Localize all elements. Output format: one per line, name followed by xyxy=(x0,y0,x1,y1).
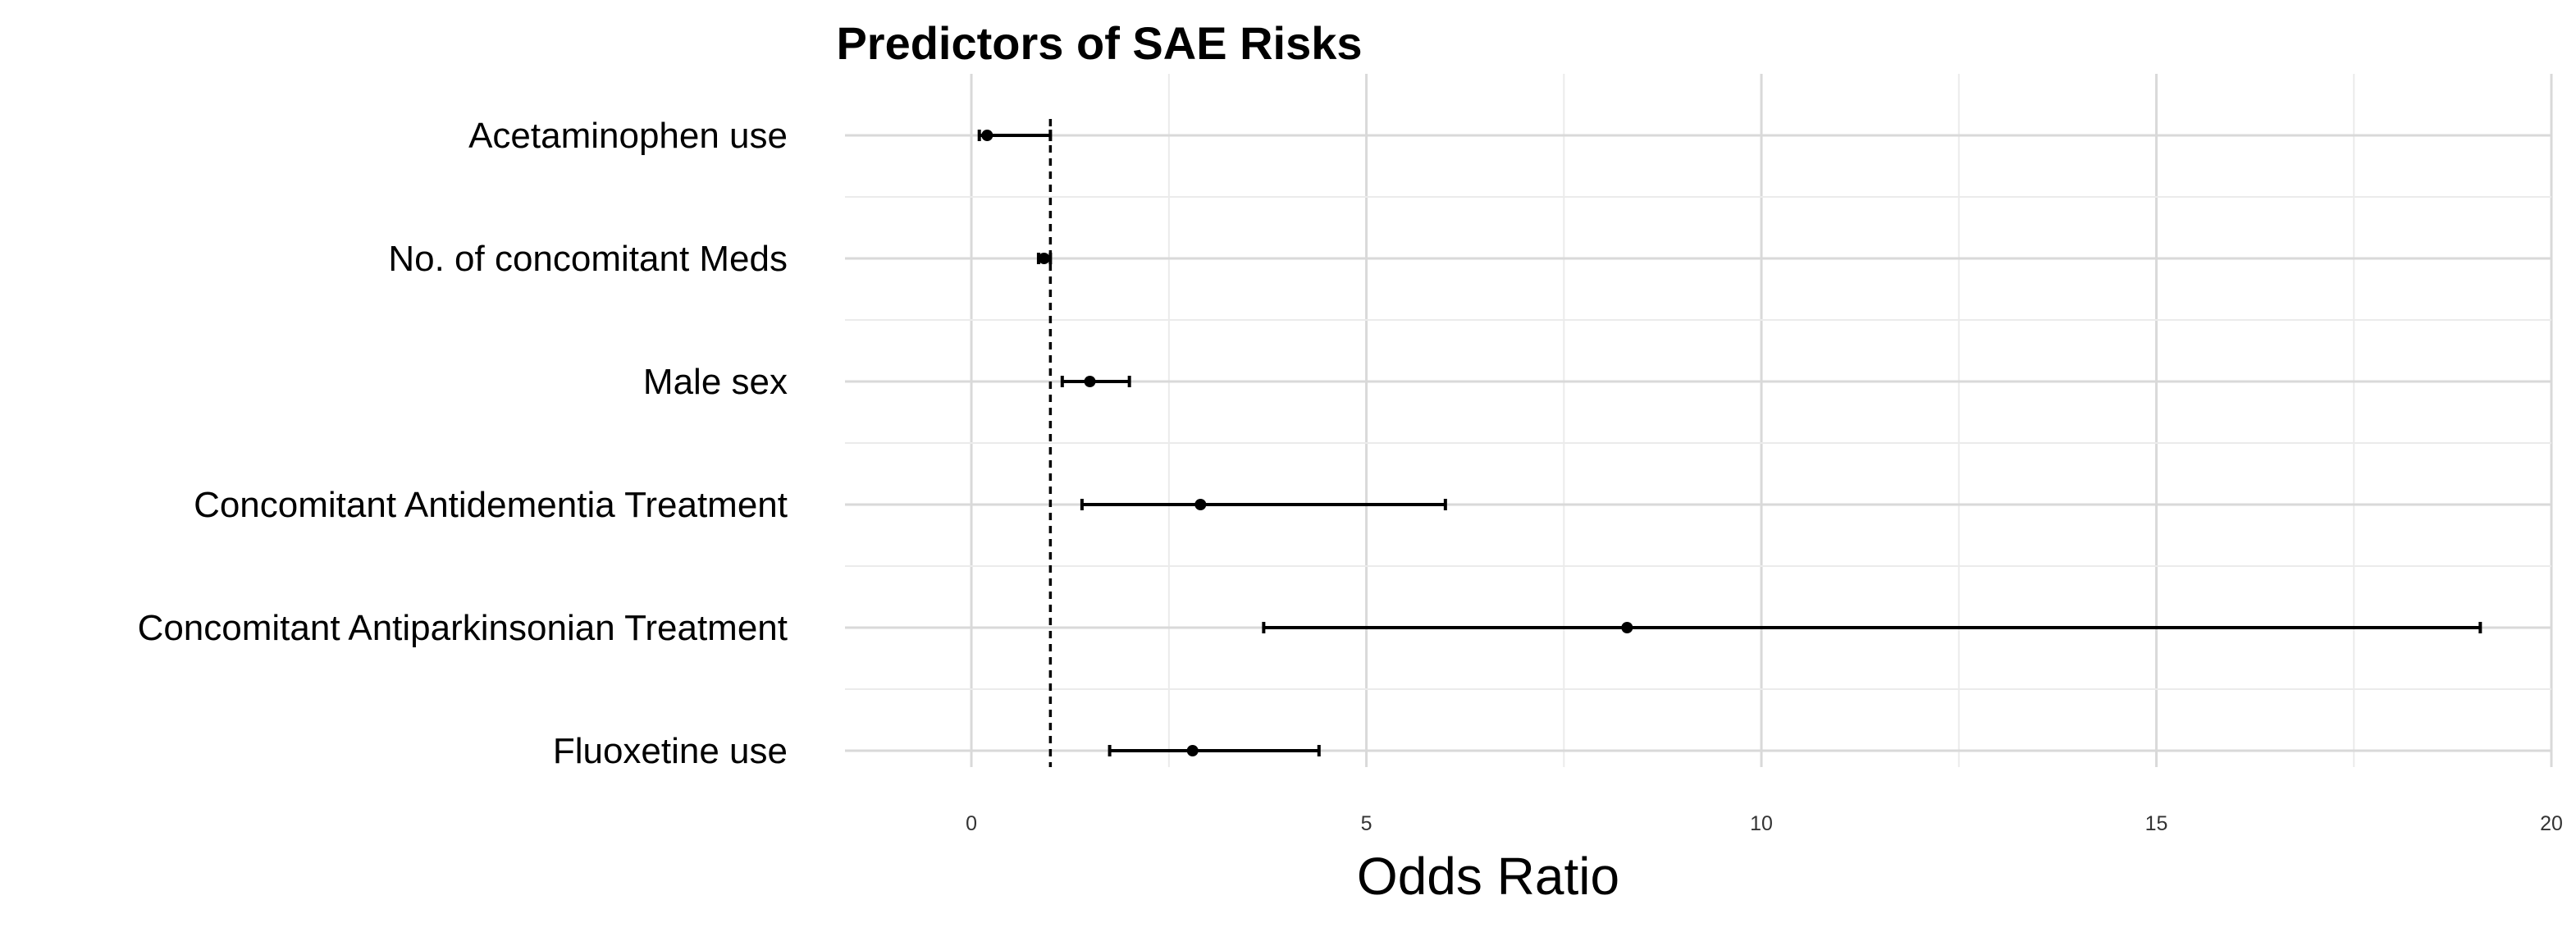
category-label: Acetaminophen use xyxy=(468,116,788,156)
x-tick-label: 10 xyxy=(1750,812,1773,835)
x-axis-title: Odds Ratio xyxy=(1357,847,1619,906)
category-label: Fluoxetine use xyxy=(553,731,788,771)
estimate-point xyxy=(1194,499,1207,510)
chart-title: Predictors of SAE Risks xyxy=(836,17,1362,69)
category-label: Concomitant Antidementia Treatment xyxy=(194,485,788,525)
x-tick-label: 5 xyxy=(1361,812,1372,835)
category-labels-layer: Acetaminophen use No. of concomitant Meds… xyxy=(138,116,788,771)
x-tick-label: 20 xyxy=(2540,812,2563,835)
estimate-point xyxy=(1186,745,1199,756)
grid-layer xyxy=(845,74,2553,767)
category-label: No. of concomitant Meds xyxy=(388,239,788,279)
estimate-point xyxy=(1038,253,1050,264)
x-tick-label: 0 xyxy=(966,812,977,835)
category-label: Concomitant Antiparkinsonian Treatment xyxy=(138,608,788,648)
tick-labels-layer: 0 5 10 15 20 xyxy=(966,812,2563,835)
estimate-point xyxy=(981,130,993,141)
estimate-point xyxy=(1084,376,1096,387)
estimate-point xyxy=(1621,622,1633,633)
marks-layer xyxy=(977,130,2482,756)
x-tick-label: 15 xyxy=(2145,812,2168,835)
category-label: Male sex xyxy=(643,362,788,402)
